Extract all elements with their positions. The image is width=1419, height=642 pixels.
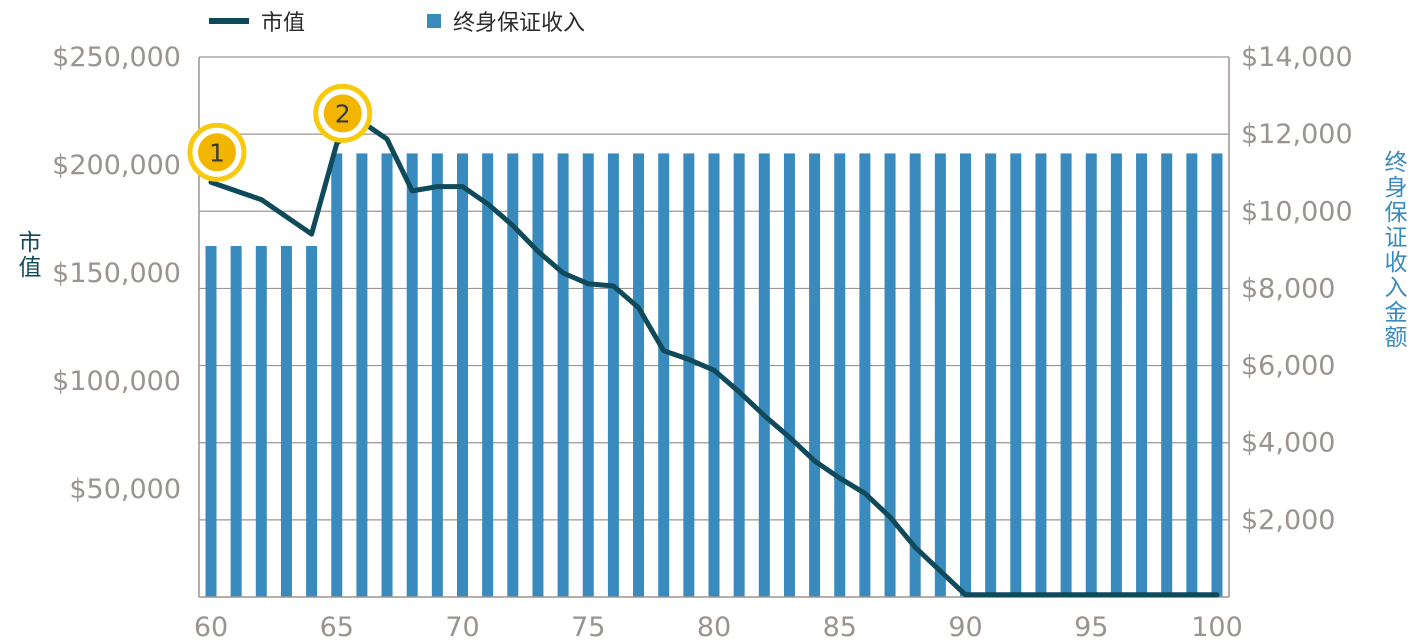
- marker-dot: [198, 133, 236, 172]
- bar: [884, 153, 896, 597]
- legend-bar-item: 终身保证收入: [427, 6, 585, 36]
- bar: [431, 153, 443, 597]
- x-tick-label: 70: [445, 612, 479, 642]
- x-tick-label: 90: [948, 612, 982, 642]
- left-tick-label: $150,000: [52, 258, 181, 289]
- market-value-line: [208, 119, 1220, 598]
- left-axis-title: 市值: [14, 230, 40, 280]
- bar: [381, 153, 393, 597]
- bar: [1136, 153, 1148, 597]
- bar: [809, 153, 821, 597]
- legend-line-label: 市值: [261, 11, 306, 36]
- bar: [783, 153, 795, 597]
- bar-swatch: [427, 14, 441, 28]
- bar: [457, 153, 468, 597]
- bar: [582, 153, 594, 597]
- bar: [356, 153, 368, 597]
- left-tick-label: $100,000: [52, 366, 181, 397]
- right-tick-label: $4,000: [1241, 428, 1335, 459]
- right-tick-label: $8,000: [1241, 273, 1335, 304]
- x-tick-label: 65: [320, 612, 354, 642]
- x-tick-label: 85: [823, 612, 857, 642]
- bar: [909, 153, 921, 597]
- bar: [633, 153, 645, 597]
- bar: [960, 153, 971, 597]
- bar: [255, 246, 267, 597]
- x-tick-label: 75: [571, 612, 605, 642]
- bar: [1110, 153, 1122, 597]
- bar: [557, 153, 569, 597]
- x-tick-label: 95: [1074, 612, 1108, 642]
- right-tick-label: $14,000: [1241, 42, 1353, 73]
- marker-dot: [323, 94, 362, 133]
- x-tick-label: 80: [697, 612, 731, 642]
- bar: [306, 246, 318, 597]
- left-tick-label: $250,000: [52, 42, 181, 73]
- x-tick-label: 100: [1191, 612, 1243, 642]
- right-tick-label: $10,000: [1241, 196, 1353, 227]
- right-axis-title: 终身保证收入金额: [1380, 150, 1406, 350]
- right-tick-label: $6,000: [1241, 351, 1335, 382]
- bar: [708, 153, 720, 597]
- bar: [834, 153, 846, 597]
- bar: [607, 153, 619, 597]
- line-swatch: [209, 18, 249, 24]
- right-tick-label: $2,000: [1241, 505, 1335, 536]
- bar: [683, 153, 695, 597]
- bar: [1060, 153, 1072, 597]
- left-tick-label: $200,000: [52, 150, 181, 181]
- marker-label: 1: [209, 138, 225, 167]
- marker-label: 2: [335, 99, 351, 128]
- legend-line-item: 市值: [209, 6, 305, 36]
- x-tick-label: 60: [194, 612, 228, 642]
- bar: [1161, 153, 1173, 597]
- bar: [331, 153, 343, 597]
- bar: [733, 153, 745, 597]
- bar: [406, 153, 418, 597]
- left-tick-label: $50,000: [69, 474, 181, 505]
- right-tick-label: $12,000: [1241, 119, 1353, 150]
- bar: [205, 246, 217, 597]
- bar: [1186, 153, 1198, 597]
- bar: [1010, 153, 1022, 597]
- bar: [758, 153, 770, 597]
- bar: [859, 153, 871, 597]
- legend-bar-label: 终身保证收入: [453, 11, 586, 36]
- bar: [482, 153, 494, 597]
- bar: [658, 153, 670, 597]
- bar: [1211, 153, 1223, 597]
- bar: [507, 153, 519, 597]
- bar: [532, 153, 544, 597]
- bar: [1085, 153, 1097, 597]
- bar: [985, 153, 997, 597]
- bar: [934, 153, 946, 597]
- bar: [280, 246, 292, 597]
- bar: [1035, 153, 1047, 597]
- bar: [230, 246, 242, 597]
